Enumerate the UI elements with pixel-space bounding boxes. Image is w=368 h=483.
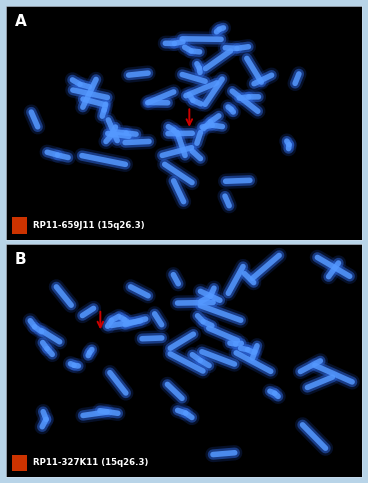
Bar: [12, 455, 26, 471]
Bar: [12, 217, 26, 234]
Text: B: B: [15, 252, 26, 267]
Text: A: A: [15, 14, 26, 29]
Text: RP11-659J11 (15q26.3): RP11-659J11 (15q26.3): [33, 221, 144, 230]
Text: RP11-327K11 (15q26.3): RP11-327K11 (15q26.3): [33, 458, 148, 468]
